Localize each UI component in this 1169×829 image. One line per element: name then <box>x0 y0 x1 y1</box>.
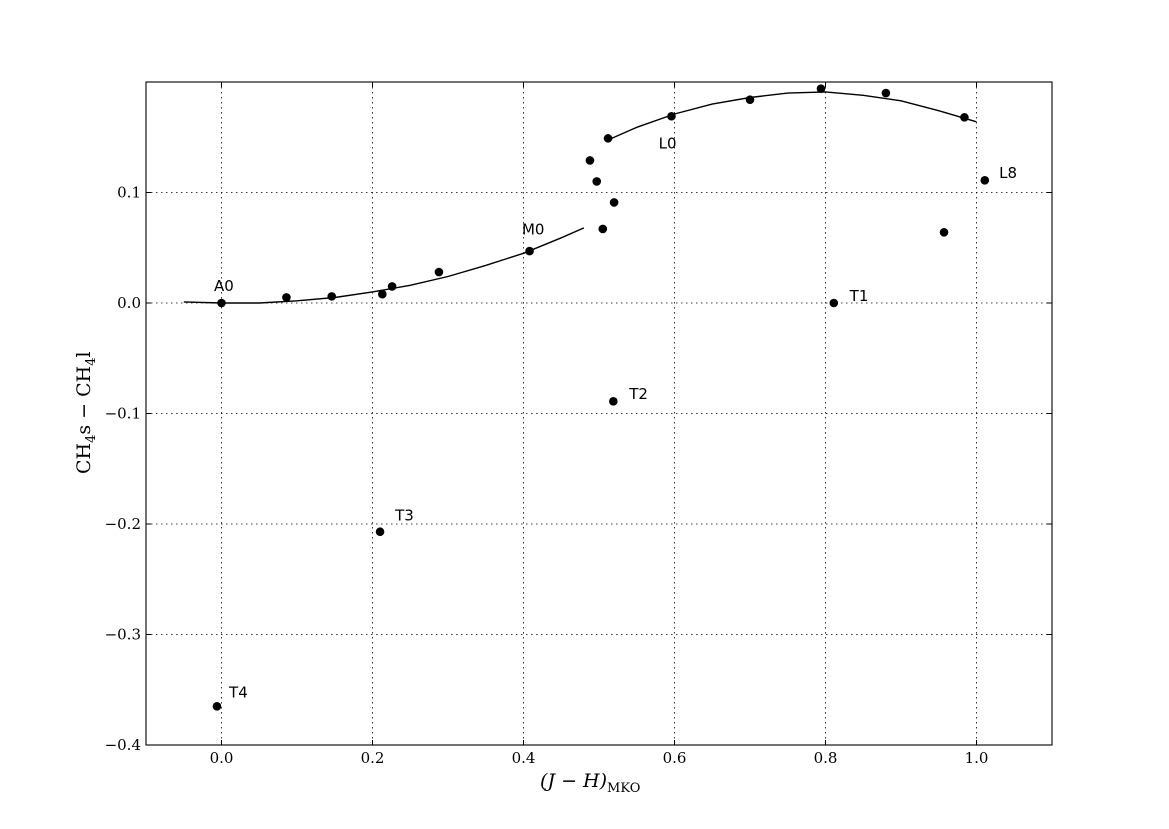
x-tick-label: 0.0 <box>210 749 234 767</box>
x-tick-label: 0.8 <box>814 749 838 767</box>
x-tick-label: 0.2 <box>361 749 385 767</box>
data-point <box>378 289 387 299</box>
data-point <box>980 176 990 185</box>
data-point <box>603 134 613 143</box>
data-points <box>212 84 990 711</box>
data-point <box>217 298 226 308</box>
y-tick-label: −0.1 <box>105 405 141 423</box>
data-point <box>327 292 337 301</box>
data-point <box>667 111 676 121</box>
tick-labels: 0.0 0.2 0.4 0.6 0.8 1.0 −0.4 −0.3 −0.2 −0.1 0.0 0.1 <box>105 184 989 768</box>
point-label: A0 <box>214 277 234 295</box>
x-tick-label: 0.6 <box>663 749 687 767</box>
axis-ticks <box>146 82 1052 746</box>
data-point <box>387 282 397 291</box>
fit-curve <box>606 91 977 142</box>
data-point <box>745 95 755 104</box>
data-point <box>212 702 222 711</box>
y-axis-title-sub2: 4 <box>84 357 99 365</box>
data-point <box>939 227 949 237</box>
point-label: L8 <box>999 164 1017 182</box>
data-point <box>598 224 608 234</box>
data-point <box>375 527 385 537</box>
data-point <box>960 113 969 122</box>
data-point <box>434 267 444 277</box>
y-axis-title-end: l <box>73 351 95 357</box>
fit-curves <box>183 91 977 304</box>
y-axis-title-rest: s − CH <box>73 366 95 435</box>
data-point <box>592 177 602 186</box>
y-axis-title-sub: 4 <box>84 435 99 443</box>
data-point <box>609 198 619 207</box>
data-point <box>282 293 291 302</box>
point-label: T4 <box>228 683 248 701</box>
x-axis-title-main: (J − H) <box>540 770 607 792</box>
y-tick-label: −0.2 <box>105 515 141 533</box>
point-label: T2 <box>628 385 648 403</box>
x-tick-label: 1.0 <box>965 749 989 767</box>
y-axis-title: CH4s − CH4l <box>73 351 99 474</box>
y-axis-title-main: CH <box>73 443 95 474</box>
point-label: T3 <box>394 507 414 525</box>
data-point <box>585 156 595 165</box>
y-tick-label: 0.0 <box>117 294 141 312</box>
y-tick-label: −0.4 <box>105 736 141 754</box>
data-point <box>816 84 826 93</box>
point-label: T1 <box>849 287 869 305</box>
y-tick-label: 0.1 <box>117 184 141 202</box>
point-labels: A0 M0 L0 L8 T1 T2 T3 T4 <box>214 134 1017 701</box>
data-point <box>829 298 839 308</box>
data-point <box>525 246 534 256</box>
data-point <box>881 88 891 98</box>
y-tick-label: −0.3 <box>105 626 141 644</box>
point-label: M0 <box>522 220 545 238</box>
x-axis-title: (J − H)MKO <box>540 770 640 796</box>
x-axis-title-sub: MKO <box>607 781 640 796</box>
point-label: L0 <box>659 134 677 152</box>
x-tick-label: 0.4 <box>512 749 536 767</box>
data-point <box>609 397 618 406</box>
